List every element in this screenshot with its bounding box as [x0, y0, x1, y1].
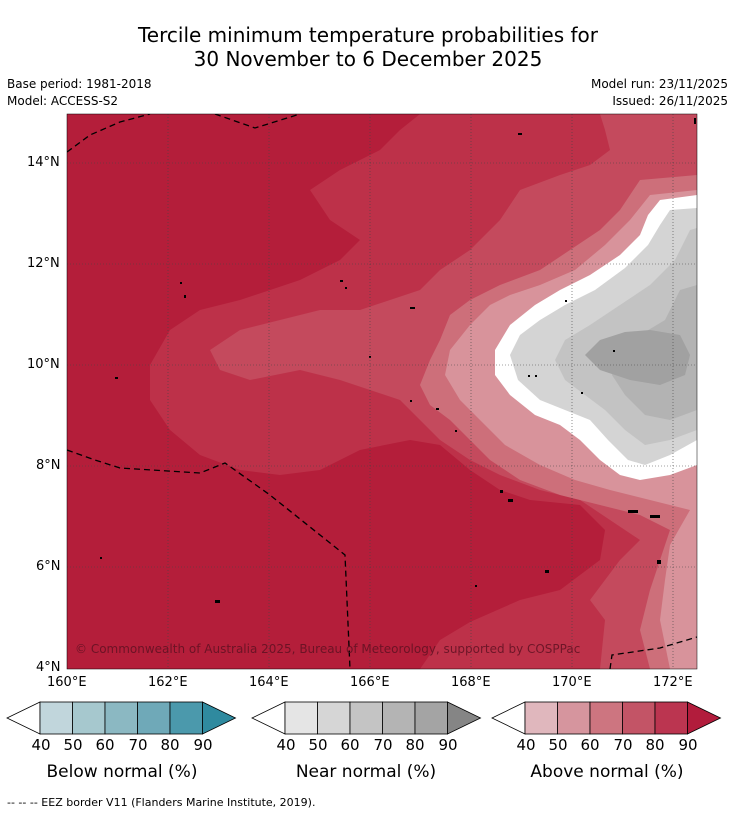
- cb-near-tick-70: 70: [373, 736, 393, 754]
- cb-above-tick-70: 70: [613, 736, 633, 754]
- colorbar-swatch-50: [72, 701, 106, 735]
- graticule: [67, 114, 697, 669]
- colorbar-swatch-60: [104, 701, 138, 735]
- base-period: Base period: 1981-2018: [7, 77, 152, 91]
- probability-map: © Commonwealth of Australia 2025, Bureau…: [67, 114, 697, 669]
- cb-near-tick-50: 50: [308, 736, 328, 754]
- near-80-region: [585, 330, 690, 385]
- cb-above-tick-40: 40: [516, 736, 536, 754]
- cb-near-tick-60: 60: [340, 736, 360, 754]
- cb-below-tick-70: 70: [128, 736, 148, 754]
- lon-label-160e: 160°E: [47, 675, 87, 690]
- colorbar-swatch-40: [39, 701, 73, 735]
- colorbar-above-normal: [491, 701, 722, 735]
- colorbar-low-arrow: [6, 701, 41, 735]
- colorbar-swatch-60: [349, 701, 383, 735]
- colorbar-low-arrow: [491, 701, 526, 735]
- cb-above-tick-80: 80: [645, 736, 665, 754]
- colorbar-swatch-50: [317, 701, 351, 735]
- colorbar-label-above: Above normal (%): [530, 762, 684, 782]
- issued-date: Issued: 26/11/2025: [612, 94, 728, 108]
- lat-label-4n: 4°N: [36, 660, 61, 675]
- colorbar-swatch-70: [622, 701, 656, 735]
- colorbar-swatch-60: [589, 701, 623, 735]
- lon-label-170e: 170°E: [552, 675, 592, 690]
- colorbar-high-arrow: [687, 701, 722, 735]
- cb-above-tick-50: 50: [548, 736, 568, 754]
- cb-below-tick-90: 90: [193, 736, 213, 754]
- lon-label-166e: 166°E: [350, 675, 390, 690]
- lat-label-8n: 8°N: [36, 458, 61, 473]
- colorbar-below-normal: [6, 701, 237, 735]
- lat-label-14n: 14°N: [27, 155, 60, 170]
- eez-legend-note: -- -- -- EEZ border V11 (Flanders Marine…: [7, 796, 316, 809]
- colorbar-swatch-40: [284, 701, 318, 735]
- model-name: Model: ACCESS-S2: [7, 94, 119, 108]
- cb-above-tick-60: 60: [580, 736, 600, 754]
- lon-label-162e: 162°E: [148, 675, 188, 690]
- model-run: Model run: 23/11/2025: [590, 77, 728, 91]
- colorbar-label-below: Below normal (%): [46, 762, 198, 782]
- colorbar-high-arrow: [447, 701, 482, 735]
- colorbar-high-arrow: [202, 701, 237, 735]
- cb-near-tick-40: 40: [276, 736, 296, 754]
- colorbar-swatch-70: [382, 701, 416, 735]
- colorbar-low-arrow: [251, 701, 286, 735]
- cb-below-tick-50: 50: [63, 736, 83, 754]
- colorbar-swatch-80: [169, 701, 203, 735]
- islands: [100, 118, 696, 603]
- eez-borders: [67, 114, 697, 669]
- colorbar-near-normal: [251, 701, 482, 735]
- cb-below-tick-60: 60: [95, 736, 115, 754]
- colorbar-swatch-50: [557, 701, 591, 735]
- colorbar-swatch-80: [414, 701, 448, 735]
- lon-label-172e: 172°E: [653, 675, 693, 690]
- cb-near-tick-80: 80: [405, 736, 425, 754]
- cb-above-tick-90: 90: [678, 736, 698, 754]
- cb-below-tick-40: 40: [31, 736, 51, 754]
- lat-label-12n: 12°N: [27, 256, 60, 271]
- colorbar-label-near: Near normal (%): [295, 762, 437, 782]
- map-title-line2: 30 November to 6 December 2025: [193, 47, 543, 71]
- map-title-line1: Tercile minimum temperature probabilitie…: [137, 23, 599, 47]
- lat-label-10n: 10°N: [27, 357, 60, 372]
- cb-near-tick-90: 90: [438, 736, 458, 754]
- cb-below-tick-80: 80: [160, 736, 180, 754]
- copyright-notice: © Commonwealth of Australia 2025, Bureau…: [75, 642, 580, 656]
- colorbar-swatch-80: [654, 701, 688, 735]
- colorbar-swatch-40: [524, 701, 558, 735]
- lon-label-164e: 164°E: [249, 675, 289, 690]
- colorbar-swatch-70: [137, 701, 171, 735]
- lat-label-6n: 6°N: [36, 559, 61, 574]
- lon-label-168e: 168°E: [451, 675, 491, 690]
